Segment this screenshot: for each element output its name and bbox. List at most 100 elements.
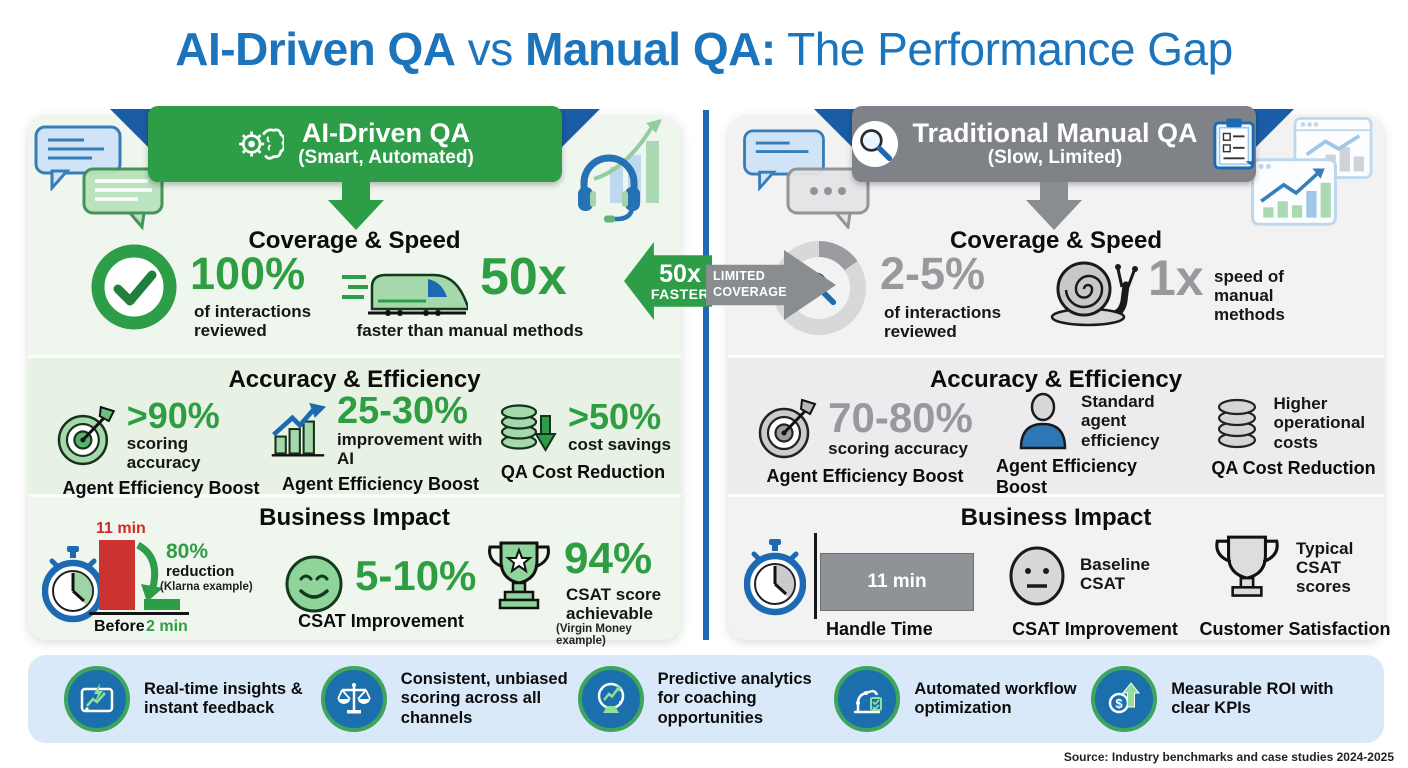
manual-qa-banner-subtitle: (Slow, Limited)	[987, 147, 1123, 169]
title-part-gap: The Performance Gap	[775, 23, 1233, 75]
ai-csat-caption: CSAT Improvement	[298, 611, 464, 631]
realtime-insights-icon	[64, 666, 130, 732]
manual-accuracy-band: Accuracy & Efficiency 70-80% scoring acc…	[728, 355, 1384, 497]
unbiased-scoring-icon	[320, 666, 387, 732]
after-time-value: 2 min	[146, 618, 188, 635]
page-title: AI-Driven QA vs Manual QA: The Performan…	[0, 22, 1408, 76]
ai-qa-panel: AI-Driven QA (Smart, Automated) Coverage…	[28, 106, 681, 647]
chart-axis	[89, 612, 189, 615]
ai-score-label: CSAT score achievable	[566, 585, 662, 624]
manual-qa-banner-text: Traditional Manual QA (Slow, Limited)	[912, 118, 1198, 169]
before-time-value: 11 min	[96, 520, 146, 537]
manual-qa-banner: Traditional Manual QA (Slow, Limited)	[852, 106, 1256, 182]
ai-score-note: (Virgin Money example)	[556, 623, 632, 647]
workflow-automation-icon	[834, 666, 901, 732]
title-part-ai: AI-Driven QA	[175, 23, 456, 75]
coins-gray-icon	[1217, 398, 1256, 449]
limited-arrow-line2: COVERAGE	[713, 285, 787, 299]
agent-person-icon	[1019, 392, 1067, 450]
ai-savings-value: >50%	[568, 396, 662, 438]
fast-train-icon	[342, 273, 468, 316]
after-time-bar	[144, 599, 180, 610]
ai-speed-label: faster than manual methods	[356, 321, 584, 340]
ai-accuracy-heading: Accuracy & Efficiency	[228, 366, 481, 393]
stopwatch-icon	[744, 539, 806, 616]
chart-window-icon	[1251, 158, 1337, 226]
handle-time-axis	[814, 533, 817, 619]
before-time-bar	[99, 540, 135, 610]
clipboard-icon	[1212, 118, 1255, 170]
manual-accuracy-label: scoring accuracy	[828, 439, 968, 459]
ai-improvement-caption: Agent Efficiency Boost	[281, 474, 480, 495]
ai-coverage-heading: Coverage & Speed	[248, 227, 461, 254]
benefit-item: Real-time insights & instant feedback	[64, 666, 321, 732]
reduction-note: (Klarna example)	[160, 581, 253, 593]
benefit-label: Consistent, unbiased scoring across all …	[400, 669, 568, 727]
ai-impact-heading: Business Impact	[259, 504, 450, 531]
target-dart-gray-icon	[758, 398, 817, 459]
chat-bubble-blue-icon	[34, 125, 122, 191]
title-part-manual: Manual QA:	[525, 23, 776, 75]
ai-accuracy-item: 25-30% improvement with AI Agent Efficie…	[268, 392, 493, 495]
ai-qa-banner-text: AI-Driven QA (Smart, Automated)	[298, 118, 474, 169]
ai-reviewed-label: of interactions reviewed	[194, 302, 312, 341]
handle-time-chart: 11 min 80% reduction (Klarna example) Be…	[42, 520, 259, 638]
ai-gear-brain-icon	[239, 128, 285, 160]
reduction-arrow-icon	[136, 542, 163, 602]
manual-qa-banner-title: Traditional Manual QA	[912, 118, 1198, 149]
benefit-item: Automated workflow optimization	[834, 666, 1091, 732]
manual-speed-label: speed of manual methods	[1214, 267, 1285, 325]
ai-cost-caption: QA Cost Reduction	[500, 462, 666, 482]
reduction-label: reduction	[166, 563, 235, 580]
manual-reviewed-label: of interactions reviewed	[884, 303, 1002, 342]
ai-accuracy-caption: Agent Efficiency Boost	[62, 478, 260, 499]
axis-label-before: Before	[94, 618, 145, 635]
handle-time-bar: 11 min	[820, 553, 974, 611]
trophy-icon	[488, 541, 550, 610]
benefit-label: Predictive analytics for coaching opport…	[657, 669, 812, 727]
source-note: Source: Industry benchmarks and case stu…	[1063, 750, 1394, 764]
manual-coverage-heading: Coverage & Speed	[949, 227, 1163, 254]
down-arrow-green-icon	[328, 182, 384, 230]
manual-score-caption: Customer Satisfaction	[1199, 619, 1391, 639]
benefit-item: Predictive analytics for coaching opport…	[577, 666, 835, 732]
manual-qa-panel: Traditional Manual QA (Slow, Limited) Co…	[728, 106, 1391, 640]
manual-handle-time-value: 11 min	[867, 571, 927, 592]
manual-efficiency-item: Standard agent efficiency Agent Efficien…	[996, 392, 1191, 498]
manual-cost-label: Higher operational costs	[1273, 394, 1366, 452]
manual-csat-caption: CSAT Improvement	[1012, 619, 1178, 639]
benefits-footer: Real-time insights & instant feedback Co…	[28, 655, 1384, 743]
ai-improvement-value: 25-30%	[336, 390, 468, 432]
manual-score-label: Typical CSAT scores	[1296, 539, 1354, 597]
benefit-item: Consistent, unbiased scoring across all …	[320, 666, 578, 732]
predictive-analytics-icon	[577, 666, 644, 732]
faster-arrow-value: 50x	[659, 259, 701, 288]
manual-handle-time-caption: Handle Time	[826, 619, 933, 639]
ai-qa-banner: AI-Driven QA (Smart, Automated)	[148, 106, 562, 182]
magnifier-icon	[860, 129, 893, 162]
headset-icon	[578, 154, 640, 223]
ai-accuracy-label: scoring accuracy	[126, 434, 201, 473]
ai-savings-label: cost savings	[568, 435, 671, 455]
manual-cost-caption: QA Cost Reduction	[1211, 458, 1376, 478]
benefit-item: $ Measurable ROI with clear KPIs	[1091, 666, 1348, 732]
manual-accuracy-item: 70-80% scoring accuracy Agent Efficiency…	[750, 396, 980, 487]
manual-cost-item: Higher operational costs QA Cost Reducti…	[1206, 394, 1381, 479]
benefit-label: Automated workflow optimization	[914, 679, 1077, 717]
limited-arrow-line1: LIMITED	[713, 269, 766, 284]
benefit-label: Real-time insights & instant feedback	[144, 679, 303, 717]
ai-score-value: 94%	[564, 534, 653, 583]
roi-icon: $	[1091, 666, 1158, 732]
target-dart-icon	[57, 405, 116, 466]
ai-reviewed-value: 100%	[190, 248, 306, 299]
manual-accuracy-value: 70-80%	[828, 394, 973, 442]
ai-csat-value: 5-10%	[355, 552, 477, 599]
coins-savings-icon	[500, 404, 557, 452]
growth-chart-icon	[593, 119, 662, 203]
ai-qa-banner-title: AI-Driven QA	[301, 118, 471, 149]
faster-arrow-label: FASTER	[650, 285, 710, 302]
manual-reviewed-value: 2-5%	[880, 248, 986, 299]
neutral-face-icon	[1009, 546, 1065, 606]
benefit-label: Measurable ROI with clear KPIs	[1171, 679, 1334, 717]
